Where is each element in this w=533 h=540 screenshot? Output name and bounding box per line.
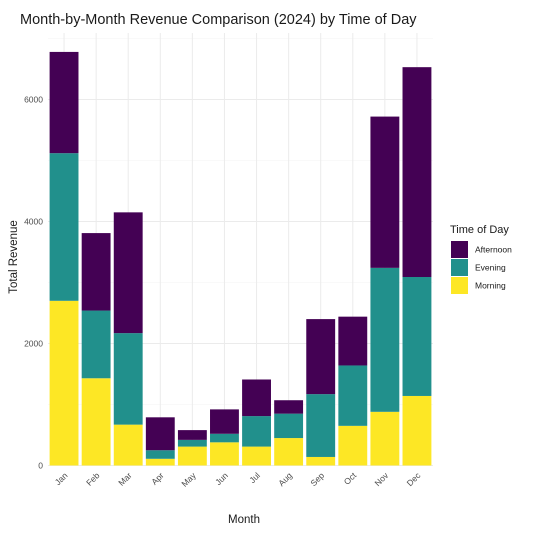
bar-nov-morning [370,411,400,466]
y-tick-labels: 0 2000 4000 6000 [24,95,43,471]
legend-label-evening: Evening [475,263,506,273]
bar-aug-afternoon [274,400,304,414]
y-tick-label: 6000 [24,95,43,105]
bar-oct-afternoon [338,316,368,366]
bar-jul-evening [242,416,271,447]
bar-apr-evening [145,450,175,459]
x-tick-label: Sep [308,470,326,488]
bar-jan-evening [49,153,79,301]
bar-oct-morning [338,425,368,466]
bar-jul-morning [242,446,271,466]
bar-jul-afternoon [242,379,271,417]
bar-dec-morning [402,395,432,466]
bar-dec-evening [402,277,432,396]
bar-oct-evening [338,365,368,426]
x-tick-label: Mar [116,470,134,488]
bar-mar-evening [113,333,143,425]
bar-may-evening [177,439,207,447]
bar-jun-evening [210,433,239,443]
bar-feb-morning [81,378,111,466]
bar-jun-afternoon [210,409,239,434]
bars [49,51,432,466]
bar-nov-evening [370,267,400,412]
y-tick-label: 4000 [24,217,43,227]
y-tick-label: 0 [38,461,43,471]
bar-feb-evening [81,310,111,379]
x-tick-label: May [179,470,198,489]
bar-feb-afternoon [81,233,111,311]
bar-apr-afternoon [145,417,175,451]
chart-title: Month-by-Month Revenue Comparison (2024)… [20,12,417,28]
bar-mar-afternoon [113,212,143,334]
legend-key-morning [451,277,468,294]
bar-aug-evening [274,413,304,439]
x-tick-label: Jun [213,470,230,487]
bar-sep-morning [306,456,336,466]
bar-may-afternoon [177,430,207,440]
x-tick-label: Jul [247,470,262,485]
x-tick-label: Feb [84,470,102,488]
legend-key-evening [451,259,468,276]
legend: Time of Day Afternoon Evening Morning [450,224,512,294]
x-tick-label: Aug [276,470,294,488]
x-tick-label: Apr [149,470,166,487]
legend-label-morning: Morning [475,281,506,291]
x-tick-label: Dec [405,470,423,488]
y-axis-title: Total Revenue [8,220,20,294]
bar-jan-morning [49,300,79,466]
bar-jan-afternoon [49,51,79,154]
bar-mar-morning [113,424,143,466]
x-tick-label: Jan [53,470,70,487]
bar-sep-afternoon [306,319,336,395]
x-tick-label: Oct [342,470,359,487]
bar-apr-morning [145,458,175,466]
bar-sep-evening [306,394,336,457]
x-axis-title: Month [228,514,260,526]
y-tick-label: 2000 [24,339,43,349]
bar-nov-afternoon [370,116,400,268]
legend-title: Time of Day [450,224,509,236]
bar-jun-morning [210,442,239,466]
bar-dec-afternoon [402,67,432,278]
bar-may-morning [177,446,207,466]
bar-aug-morning [274,438,304,466]
x-tick-labels: Jan Feb Mar Apr May Jun Jul Aug Sep Oct Nov Dec [53,470,423,489]
legend-label-afternoon: Afternoon [475,245,512,255]
x-tick-label: Nov [373,470,391,488]
grid-lines [48,33,433,466]
legend-key-afternoon [451,241,468,258]
